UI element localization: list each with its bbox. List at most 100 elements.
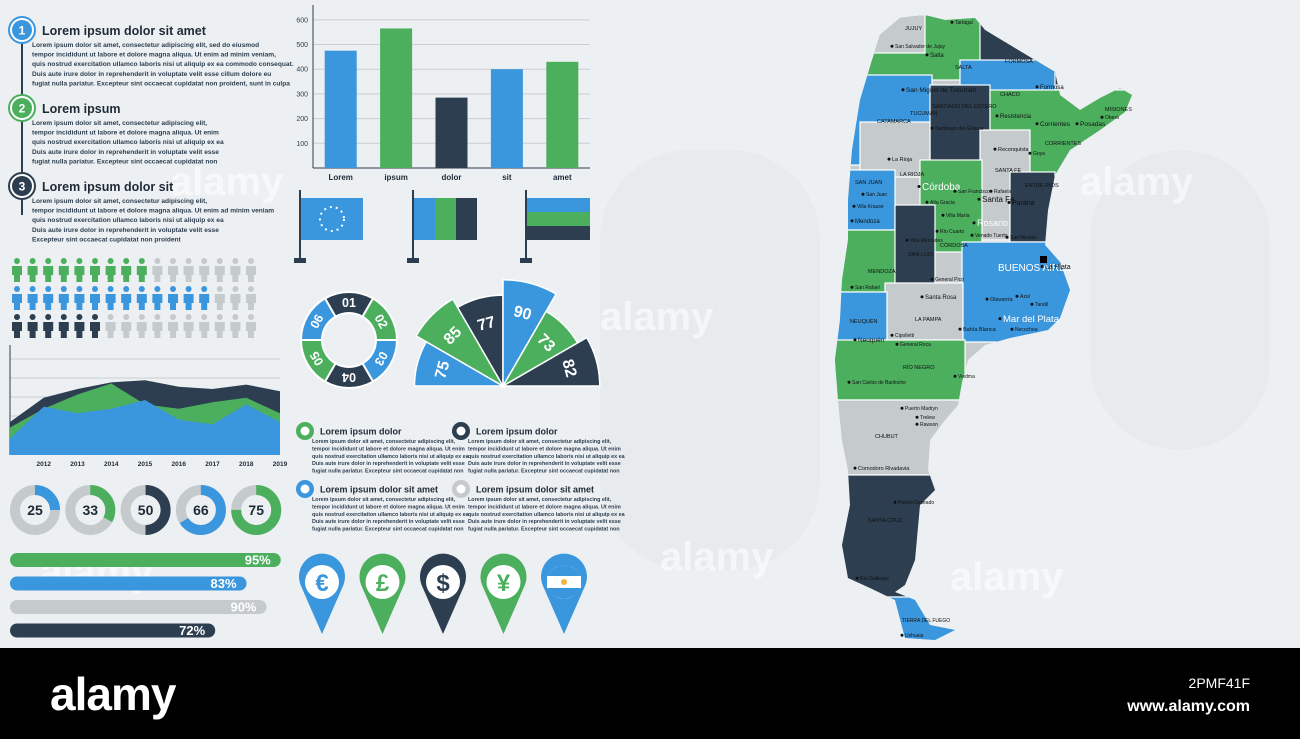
ring-label: 01 bbox=[342, 296, 356, 310]
bar-chart: 100 200 300 400 500 600 Lorem ipsum dolor sit amet bbox=[296, 5, 590, 182]
progress-bar bbox=[10, 600, 267, 614]
person-body bbox=[121, 322, 132, 338]
person-body bbox=[214, 322, 225, 338]
person-body bbox=[121, 266, 132, 282]
step-text: Lorem ipsum dolor sit amet, consectetur … bbox=[32, 198, 207, 205]
radial-sector bbox=[500, 336, 601, 387]
city-dot bbox=[853, 466, 857, 470]
person-head bbox=[201, 314, 208, 320]
map-label: La Plata bbox=[1045, 264, 1071, 271]
map-label: LA RIOJA bbox=[900, 172, 924, 178]
person-body bbox=[136, 266, 147, 282]
city-dot bbox=[1015, 294, 1019, 298]
map-label: Santa Rosa bbox=[925, 295, 957, 301]
donut-label: 25 bbox=[27, 502, 43, 518]
person-icon bbox=[214, 314, 225, 338]
person-head bbox=[76, 258, 83, 264]
step-text: tempor incididunt ut labore et dolore ma… bbox=[32, 52, 276, 59]
person-icon bbox=[74, 286, 85, 310]
city-dot bbox=[917, 185, 921, 188]
person-body bbox=[27, 266, 38, 282]
map-label: MISIONES bbox=[1105, 107, 1132, 113]
person-body bbox=[12, 294, 22, 310]
person-body bbox=[152, 266, 163, 282]
person-icon bbox=[12, 258, 22, 282]
person-head bbox=[138, 286, 145, 292]
person-icon bbox=[214, 258, 225, 282]
person-head bbox=[76, 314, 83, 320]
person-body bbox=[168, 322, 178, 338]
area bbox=[10, 400, 280, 455]
map-label: Goya bbox=[1033, 151, 1045, 157]
city-dot bbox=[905, 238, 909, 242]
x-tick-label: 2019 bbox=[273, 461, 288, 468]
city-dot bbox=[958, 327, 962, 331]
map-label: CORRIENTES bbox=[1045, 141, 1081, 147]
ring-label: 06 bbox=[307, 312, 326, 331]
map-label: SAN JUAN bbox=[855, 180, 882, 186]
person-icon bbox=[105, 258, 116, 282]
x-tick-label: 2015 bbox=[138, 461, 153, 468]
pin-face bbox=[426, 565, 460, 599]
person-head bbox=[170, 314, 176, 320]
info-blocks: Lorem ipsum dolor Lorem ipsum dolor sit a… bbox=[296, 422, 626, 533]
x-tick-label: 2013 bbox=[70, 461, 85, 468]
ring-label: 02 bbox=[372, 312, 391, 331]
city-dot bbox=[895, 342, 899, 346]
map-label: Venado Tuerto bbox=[975, 233, 1008, 239]
map-label: San Salvador de Jujuy bbox=[895, 44, 946, 50]
person-body bbox=[246, 266, 256, 282]
person-body bbox=[230, 322, 241, 338]
step-text: Duis aute irure dolor in reprehenderit i… bbox=[32, 227, 219, 234]
step-text: tempor incididunt ut labore et dolore ma… bbox=[32, 130, 219, 137]
person-icon bbox=[90, 286, 100, 310]
map-label: La Rioja bbox=[892, 157, 913, 163]
city-dot bbox=[930, 126, 934, 130]
person-body bbox=[168, 294, 178, 310]
person-head bbox=[248, 286, 254, 292]
person-icon bbox=[136, 314, 147, 338]
person-body bbox=[183, 266, 194, 282]
y-tick-label: 500 bbox=[296, 42, 308, 49]
person-body bbox=[43, 266, 54, 282]
watermark: alamy bbox=[170, 160, 284, 204]
city-dot bbox=[890, 44, 894, 48]
step-badge-fill bbox=[12, 176, 32, 196]
person-icon bbox=[74, 258, 85, 282]
info-text: fugiat nulla pariatur. Excepteur sint oc… bbox=[468, 469, 620, 475]
map-label: LA PAMPA bbox=[915, 317, 942, 323]
city-dot bbox=[985, 297, 989, 301]
bar bbox=[490, 69, 523, 168]
city-dot bbox=[855, 576, 859, 580]
info-title: Lorem ipsum dolor bbox=[476, 427, 558, 437]
person-icon bbox=[136, 286, 147, 310]
person-head bbox=[232, 286, 239, 292]
person-head bbox=[92, 258, 98, 264]
city-dot bbox=[893, 500, 897, 504]
city-dot bbox=[953, 189, 957, 193]
step-text: Duis aute irure dolor in reprehenderit i… bbox=[32, 71, 271, 78]
person-body bbox=[90, 266, 100, 282]
person-icon bbox=[168, 258, 178, 282]
person-icon bbox=[121, 286, 132, 310]
step-badge-fill bbox=[12, 20, 32, 40]
map-label: Cipolletti bbox=[895, 333, 914, 339]
pin-symbol: € bbox=[315, 570, 328, 597]
map-label: TIERRA DEL FUEGO bbox=[902, 618, 950, 624]
info-text: quis nostrud exercitation ullamco labori… bbox=[312, 454, 470, 460]
city-dot bbox=[998, 317, 1002, 321]
donut-arc bbox=[65, 485, 116, 535]
person-head bbox=[123, 286, 130, 292]
person-icon bbox=[27, 286, 38, 310]
city-dot bbox=[995, 114, 999, 118]
map-label: CHACO bbox=[1000, 92, 1021, 98]
map-label: Paraná bbox=[1012, 200, 1035, 207]
map-label: Villa Krause bbox=[857, 204, 884, 210]
info-text: quis nostrud exercitation ullamco labori… bbox=[468, 454, 626, 460]
donut-arc bbox=[120, 485, 171, 535]
ring-label: 03 bbox=[371, 349, 390, 368]
y-tick-label: 600 bbox=[296, 17, 308, 24]
map-label: RÍO NEGRO bbox=[903, 364, 935, 371]
person-body bbox=[27, 322, 38, 338]
